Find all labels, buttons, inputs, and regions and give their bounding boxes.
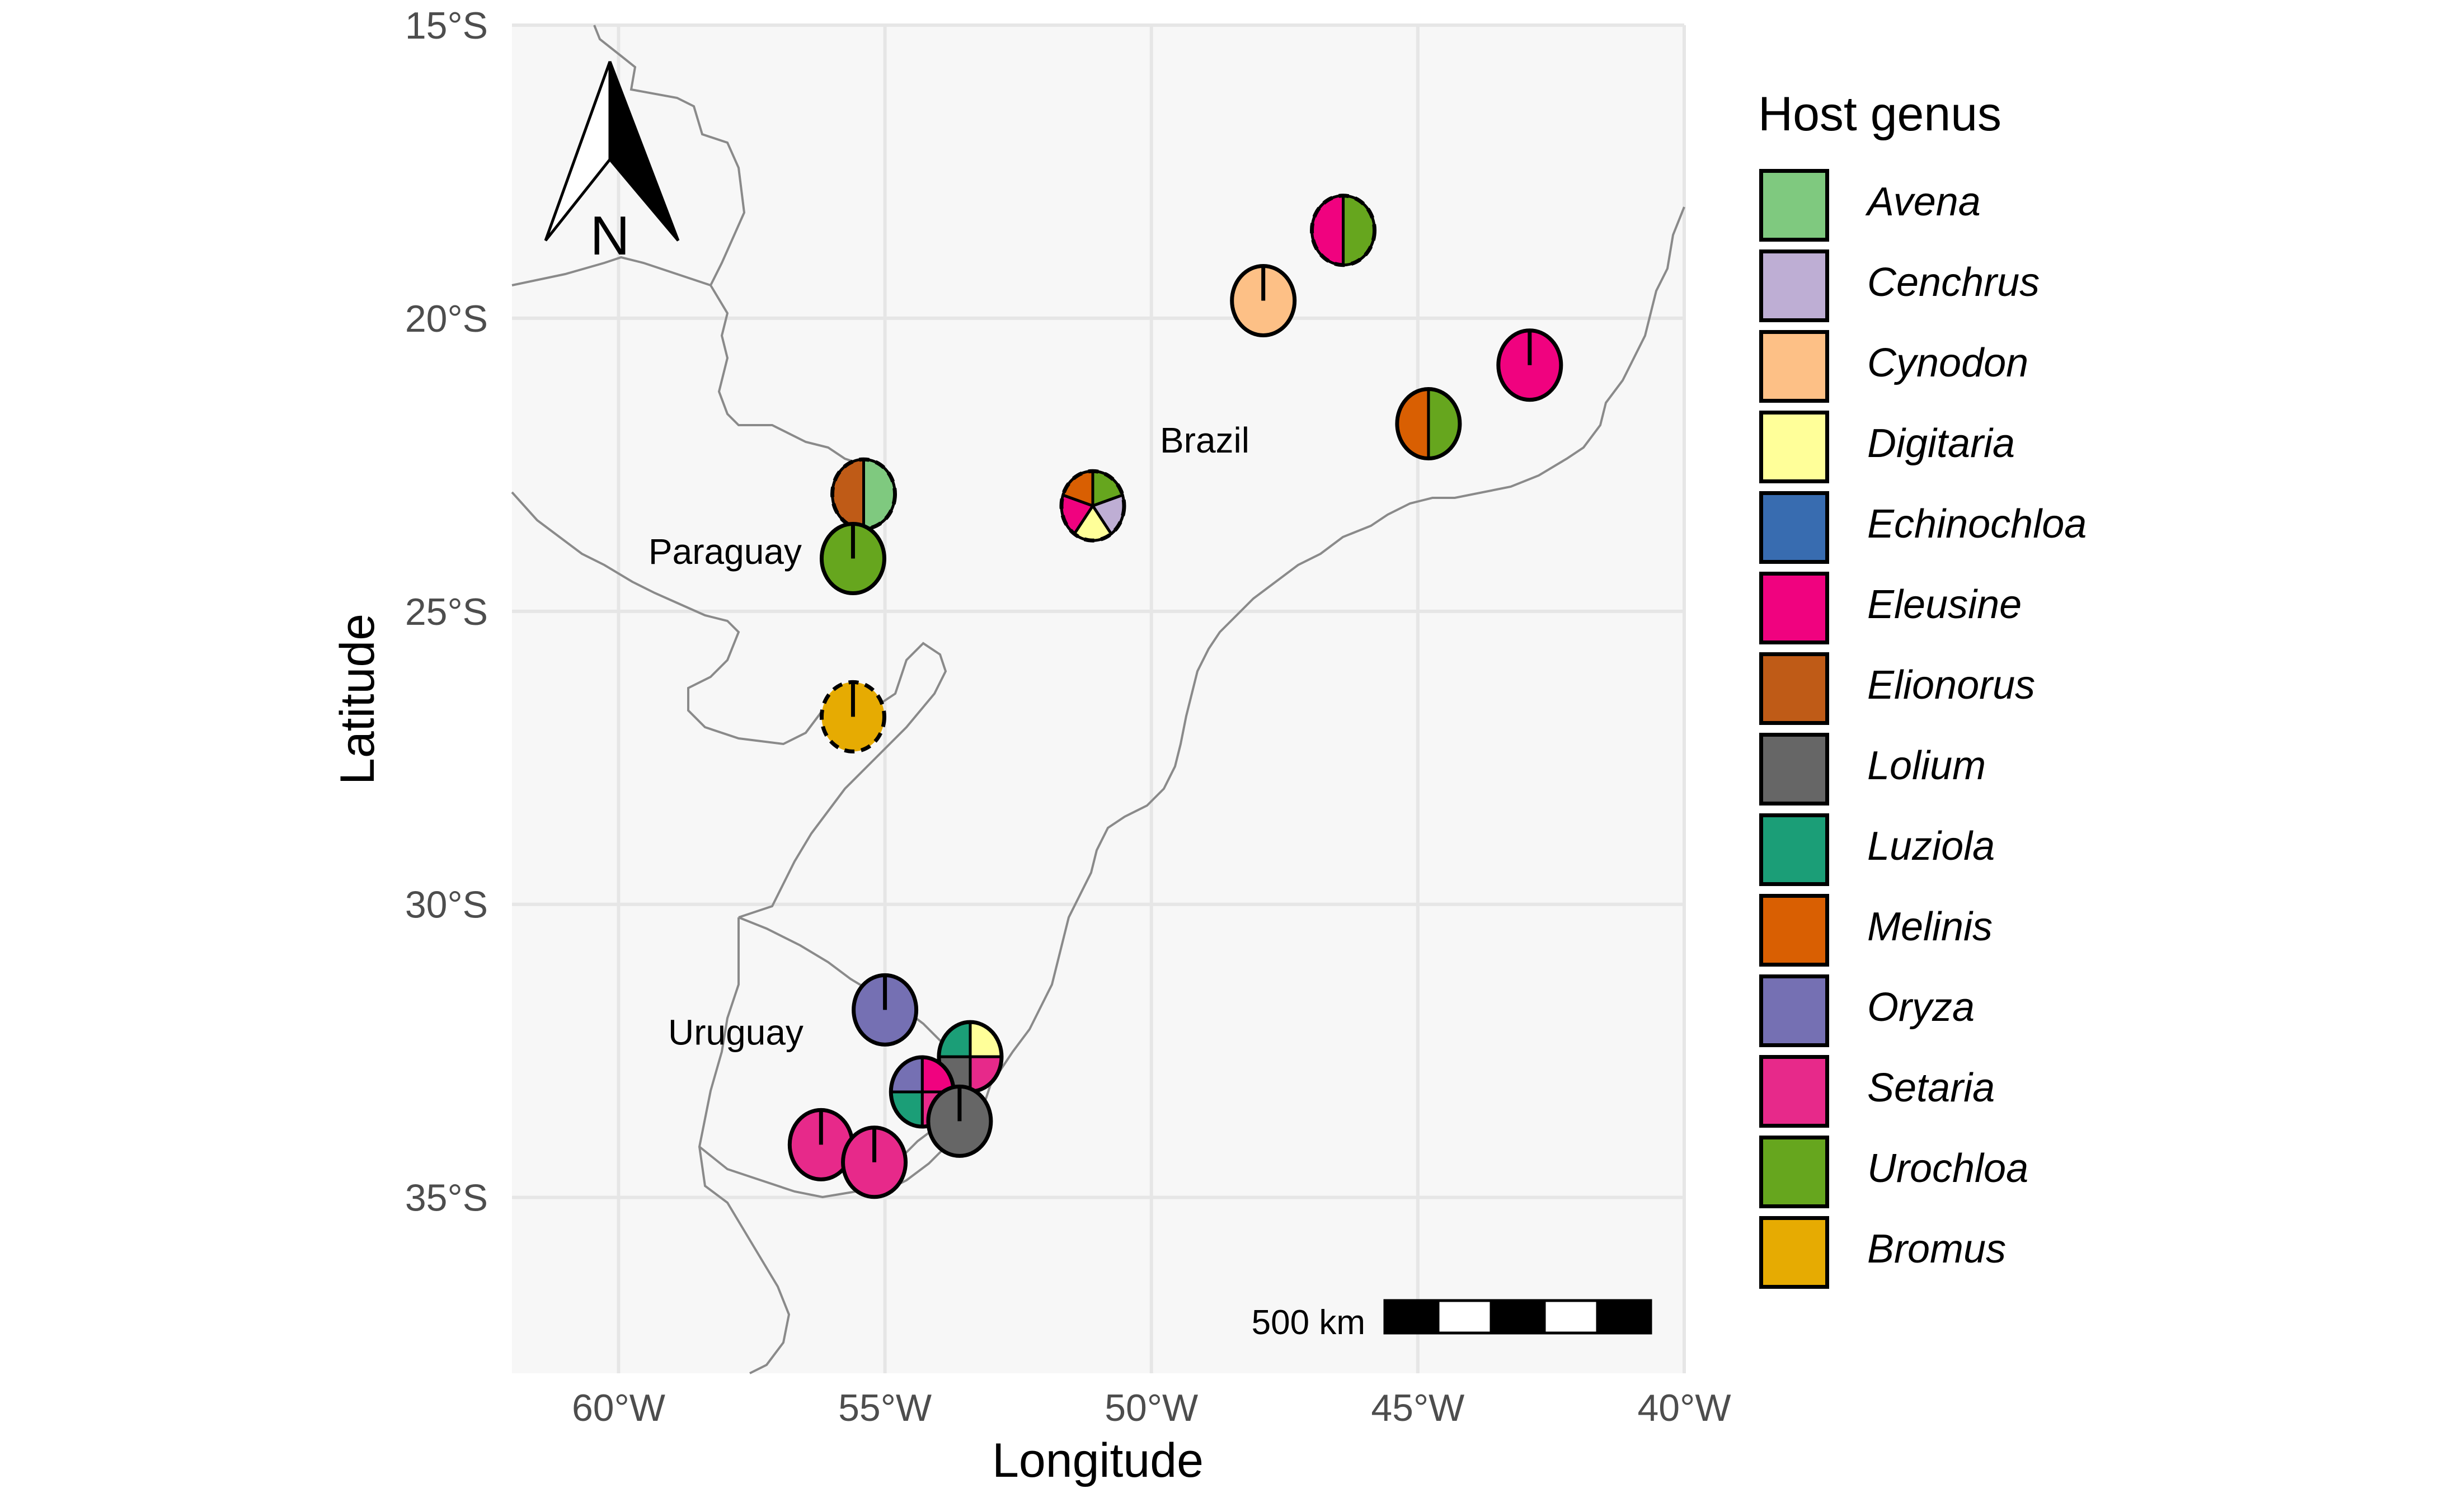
legend-swatch [1759,572,1829,644]
scale-bar-segment [1596,1299,1652,1335]
legend-item: Oryza [1758,973,2262,1052]
legend-label: Bromus [1867,1227,2007,1271]
legend-item: Echinochloa [1758,490,2262,568]
legend-item: Cynodon [1758,329,2262,407]
legend-swatch [1759,411,1829,483]
x-tick-label: 50°W [1105,1387,1198,1429]
sample-pie [830,457,897,531]
legend-title: Host genus [1758,87,2002,141]
legend-swatch [1759,813,1829,886]
pie-slice [1091,493,1126,536]
legend-item: Eleusine [1758,571,2262,649]
y-tick-label: 35°S [405,1177,488,1219]
border-bolivia-brazil [593,25,862,465]
sample-pie [841,1125,908,1199]
legend-swatch [1759,169,1829,242]
north-arrow: N [544,61,680,266]
legend-item: Luziola [1758,812,2262,891]
legend-swatch [1759,1136,1829,1208]
legend-swatch [1759,249,1829,322]
sample-pie [1310,194,1377,267]
legend-label: Avena [1867,180,1981,224]
scale-bar-segment [1490,1299,1546,1335]
sample-pie [852,973,919,1047]
legend-label: Luziola [1867,824,1995,869]
x-tick-label: 40°W [1637,1387,1731,1429]
north-arrow-right [608,61,680,242]
sample-pie [819,680,886,753]
sample-pie [787,1108,854,1181]
legend-label: Digitaria [1867,421,2015,466]
legend-swatch [1759,974,1829,1047]
legend-swatch [1759,1216,1829,1289]
border-argentina [698,1146,791,1374]
legend-swatch [1759,894,1829,967]
y-axis-title: Latitude [331,614,384,785]
legend-swatch [1759,330,1829,403]
legend-label: Melinis [1867,905,1993,949]
legend-label: Cenchrus [1867,260,2040,305]
y-tick-label: 30°S [405,884,488,926]
legend-item: Melinis [1758,893,2262,971]
legend-label: Setaria [1867,1066,1995,1110]
country-label: Brazil [1160,420,1249,460]
legend-swatch [1759,733,1829,806]
scale-bar-segment [1436,1299,1493,1335]
north-arrow-label: N [590,205,630,266]
sample-pie [1496,328,1563,402]
country-label: Uruguay [668,1012,804,1052]
scale-bar-segment [1543,1299,1599,1335]
legend-label: Elionorus [1867,663,2036,708]
legend-item: Setaria [1758,1054,2262,1132]
sample-pie [1059,469,1126,543]
legend-swatch [1759,652,1829,725]
legend-label: Cynodon [1867,341,2029,385]
pie-outline [1310,194,1377,267]
country-label: Paraguay [649,531,802,572]
sample-pie [1230,263,1297,337]
legend-item: Digitaria [1758,409,2262,488]
legend-label: Oryza [1867,985,1975,1030]
sample-pies [787,194,1563,1199]
y-tick-label: 20°S [405,298,488,340]
legend-item: Bromus [1758,1215,2262,1293]
border-bolivia-paraguay [511,256,711,286]
scale-bar-label: 500 km [1252,1303,1365,1342]
border-paraguay [511,491,947,918]
x-tick-label: 55°W [838,1387,932,1429]
scale-bar-segment [1383,1299,1440,1335]
axis-ticks: 60°W 55°W 50°W 45°W 40°W 15°S 20°S 25°S 30°S 35°S [405,4,1731,1429]
coastline [884,206,1685,1193]
sample-pie [1395,387,1462,461]
pie-outline [1059,469,1126,543]
legend-swatch [1759,1055,1829,1128]
y-tick-label: 25°S [405,591,488,633]
map-panel [512,25,1684,1373]
legend-item: Avena [1758,168,2262,246]
x-tick-label: 60°W [572,1387,665,1429]
legend-item: Elionorus [1758,651,2262,729]
legend-item: Urochloa [1758,1134,2262,1213]
legend-label: Lolium [1867,743,1986,788]
legend-label: Echinochloa [1867,502,2087,547]
scale-bar: 500 km [1252,1299,1652,1342]
legend-label: Eleusine [1867,582,2022,627]
sample-pie [819,522,886,596]
sample-pie [926,1084,993,1158]
legend-item: Cenchrus [1758,248,2262,327]
legend-item: Lolium [1758,732,2262,810]
legend-label: Urochloa [1867,1146,2029,1191]
x-axis-title: Longitude [992,1434,1204,1487]
country-labels: Brazil Paraguay Uruguay [649,420,1249,1052]
legend-swatch [1759,491,1829,564]
y-tick-label: 15°S [405,4,488,47]
x-tick-label: 45°W [1371,1387,1464,1429]
pie-outline [1395,387,1462,461]
